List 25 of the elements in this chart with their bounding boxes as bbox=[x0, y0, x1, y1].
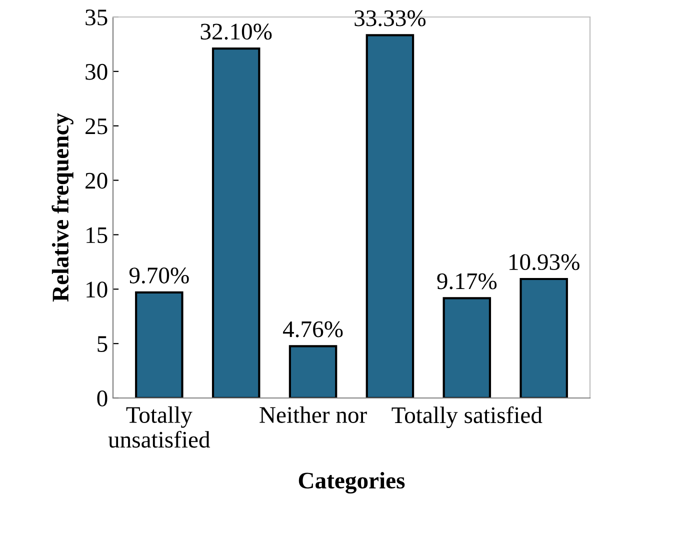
bar bbox=[366, 34, 414, 398]
x-tick-label: Totally unsatisfied bbox=[108, 406, 210, 448]
data-label: 10.93% bbox=[510, 254, 580, 270]
y-axis-title: Relative frequency bbox=[52, 113, 74, 302]
bar bbox=[520, 278, 568, 398]
x-tick-label: Totally satisfied bbox=[392, 406, 542, 428]
data-label: 33.33% bbox=[354, 10, 426, 26]
bar bbox=[135, 291, 184, 398]
bar bbox=[212, 48, 260, 398]
y-tick-label: 0 bbox=[97, 390, 108, 406]
data-label: 9.17% bbox=[437, 273, 497, 290]
data-label: 9.70% bbox=[129, 268, 189, 284]
data-label: 4.76% bbox=[283, 321, 343, 338]
data-label: 32.10% bbox=[200, 24, 272, 40]
x-axis-title: Categories bbox=[298, 472, 405, 494]
bar bbox=[288, 345, 338, 398]
y-tick-label: 10 bbox=[86, 282, 108, 298]
y-tick-label: 15 bbox=[86, 227, 108, 244]
y-tick-label: 25 bbox=[86, 118, 108, 134]
y-tick-label: 30 bbox=[86, 64, 108, 80]
y-tick-label: 20 bbox=[86, 172, 108, 189]
y-tick-label: 35 bbox=[86, 10, 108, 26]
y-tick-label: 5 bbox=[98, 336, 108, 352]
x-tick-label: Neither nor bbox=[260, 406, 367, 423]
bar bbox=[442, 297, 492, 398]
